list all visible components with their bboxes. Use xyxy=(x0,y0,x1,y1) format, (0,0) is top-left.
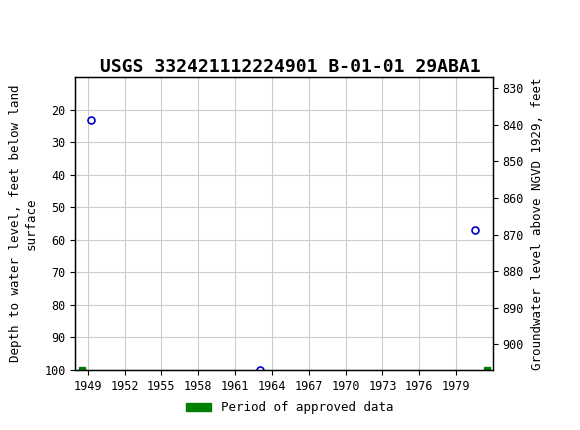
Y-axis label: Depth to water level, feet below land
surface: Depth to water level, feet below land su… xyxy=(9,85,37,362)
Y-axis label: Groundwater level above NGVD 1929, feet: Groundwater level above NGVD 1929, feet xyxy=(531,77,544,370)
Text: ≡USGS: ≡USGS xyxy=(14,16,73,35)
Legend: Period of approved data: Period of approved data xyxy=(181,396,399,419)
Text: USGS 332421112224901 B-01-01 29ABA1: USGS 332421112224901 B-01-01 29ABA1 xyxy=(100,58,480,76)
